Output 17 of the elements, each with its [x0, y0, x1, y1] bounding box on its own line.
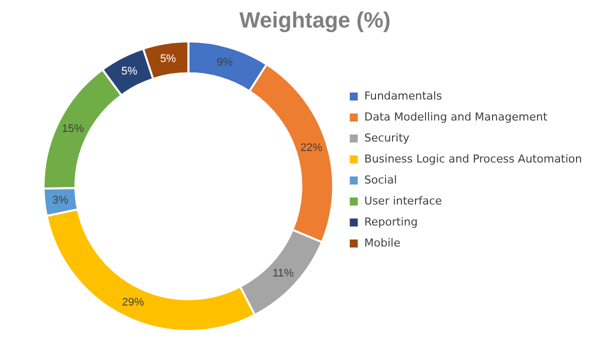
data-label: 15%	[62, 123, 84, 136]
legend-label: Data Modelling and Management	[364, 110, 548, 124]
data-label: 22%	[300, 142, 323, 154]
legend-label: Business Logic and Process Automation	[364, 152, 582, 166]
chart-title: Weightage (%)	[239, 7, 391, 32]
legend-label: Social	[364, 173, 397, 186]
data-label: 5%	[160, 52, 176, 65]
data-label: 3%	[52, 194, 68, 207]
data-label: 5%	[121, 66, 138, 78]
legend-label: User interface	[364, 194, 442, 208]
data-label: 9%	[216, 56, 233, 69]
data-label: 11%	[272, 268, 294, 280]
legend-label: Security	[364, 131, 410, 144]
data-label: 29%	[122, 296, 144, 309]
legend-label: Reporting	[364, 215, 418, 228]
legend-label: Mobile	[364, 236, 401, 250]
legend-label: Fundamentals	[364, 89, 442, 102]
